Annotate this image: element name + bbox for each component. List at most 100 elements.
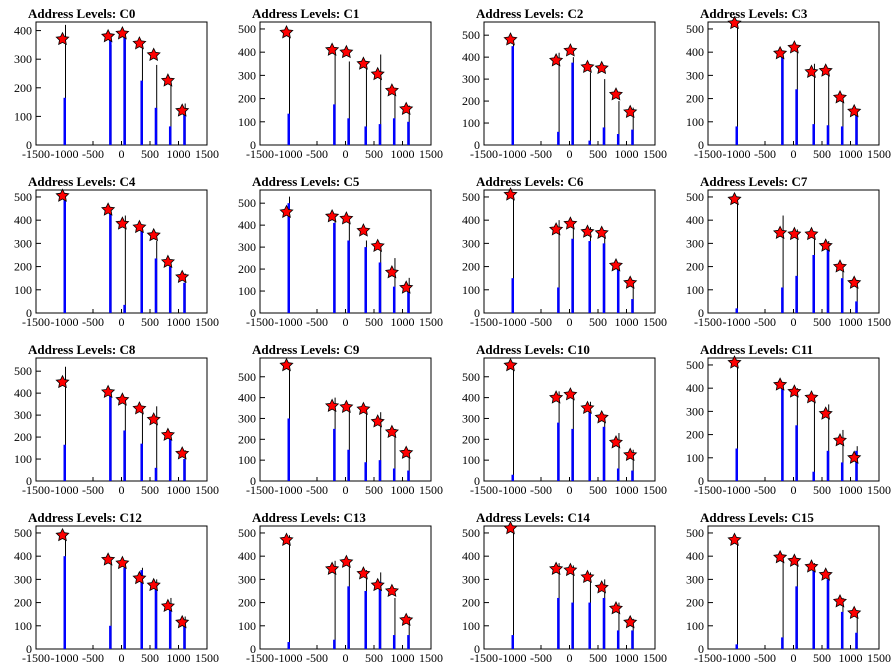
bar bbox=[364, 462, 367, 481]
x-tick-label: 1000 bbox=[391, 483, 415, 497]
x-tick-label: -1000 bbox=[51, 483, 79, 497]
x-tick-label: 500 bbox=[141, 483, 159, 497]
star-marker bbox=[503, 357, 518, 372]
y-tick-label: 400 bbox=[462, 391, 480, 405]
star-marker bbox=[594, 580, 609, 594]
bar bbox=[347, 118, 350, 145]
x-tick-label: 500 bbox=[589, 483, 607, 497]
x-tick-label: 500 bbox=[813, 651, 831, 665]
y-tick-label: 100 bbox=[462, 619, 480, 633]
bar bbox=[781, 637, 784, 649]
bar bbox=[63, 444, 66, 481]
panel-2: Address Levels: C20100200300400500-1500-… bbox=[462, 6, 667, 161]
panel-title: Address Levels: C4 bbox=[28, 174, 136, 189]
x-tick-label: 500 bbox=[141, 315, 159, 329]
x-tick-label: 1500 bbox=[867, 315, 891, 329]
y-tick-label: 500 bbox=[238, 526, 256, 540]
bar bbox=[333, 222, 336, 313]
star-marker bbox=[594, 225, 609, 239]
bar bbox=[287, 418, 290, 481]
bar bbox=[140, 570, 143, 649]
y-tick-label: 400 bbox=[462, 50, 480, 64]
y-tick-label: 100 bbox=[14, 109, 32, 123]
x-tick-label: 1500 bbox=[195, 147, 219, 161]
bar bbox=[616, 134, 620, 145]
x-tick-label: -500 bbox=[530, 483, 552, 497]
x-tick-label: 500 bbox=[365, 147, 383, 161]
x-tick-label: 1500 bbox=[419, 315, 443, 329]
star-marker bbox=[339, 399, 354, 414]
star-marker bbox=[100, 384, 116, 399]
bar bbox=[511, 46, 514, 145]
bar bbox=[287, 203, 290, 313]
bar bbox=[333, 428, 336, 481]
y-tick-label: 500 bbox=[686, 190, 704, 204]
y-tick-label: 0 bbox=[474, 138, 480, 152]
x-tick-label: 1000 bbox=[615, 651, 639, 665]
bar bbox=[109, 213, 112, 313]
star-marker bbox=[804, 64, 819, 78]
y-tick-label: 0 bbox=[250, 138, 256, 152]
x-tick-label: -1000 bbox=[275, 651, 303, 665]
y-tick-label: 400 bbox=[238, 45, 256, 59]
x-tick-label: -1500 bbox=[694, 147, 722, 161]
panel-11: Address Levels: C11 0 100 200 300 400 500 -1500… bbox=[686, 342, 891, 497]
y-tick-label: 500 bbox=[462, 28, 480, 42]
y-tick-label: 0 bbox=[474, 474, 480, 488]
y-tick-label: 100 bbox=[14, 619, 32, 633]
y-tick-label: 100 bbox=[462, 453, 480, 467]
y-tick-label: 400 bbox=[14, 24, 32, 38]
plot-frame bbox=[483, 189, 656, 314]
y-tick-label: 500 bbox=[238, 196, 256, 210]
y-tick-label: 500 bbox=[14, 190, 32, 204]
star-marker bbox=[339, 211, 354, 225]
x-tick-label: 1000 bbox=[391, 651, 415, 665]
bar bbox=[333, 104, 336, 145]
y-tick-label: 200 bbox=[238, 262, 256, 276]
x-tick-label: 1000 bbox=[615, 147, 639, 161]
star-marker bbox=[55, 188, 70, 202]
star-marker bbox=[773, 377, 788, 391]
y-tick-label: 200 bbox=[238, 596, 256, 610]
bar bbox=[588, 412, 591, 481]
star-marker bbox=[399, 612, 414, 626]
star-marker bbox=[132, 36, 147, 50]
y-tick-label: 300 bbox=[462, 411, 480, 425]
panel-title: Address Levels: C1 bbox=[252, 6, 359, 21]
bar bbox=[631, 470, 634, 481]
bar bbox=[588, 140, 591, 145]
y-tick-label: 100 bbox=[238, 115, 256, 129]
y-tick-label: 200 bbox=[686, 260, 704, 274]
star-marker bbox=[132, 219, 147, 234]
y-tick-label: 100 bbox=[238, 284, 256, 298]
star-marker bbox=[370, 414, 385, 428]
plot-frame bbox=[707, 21, 880, 146]
bar bbox=[826, 450, 830, 481]
star-marker bbox=[549, 561, 564, 575]
star-marker bbox=[503, 520, 518, 535]
bar bbox=[840, 462, 844, 481]
bar bbox=[154, 258, 158, 313]
x-tick-label: 500 bbox=[813, 147, 831, 161]
y-tick-label: 0 bbox=[250, 474, 256, 488]
star-marker bbox=[580, 59, 595, 74]
panel-title: Address Levels: C5 bbox=[252, 174, 360, 189]
x-tick-label: -1500 bbox=[246, 651, 274, 665]
bar bbox=[364, 590, 367, 649]
star-marker bbox=[804, 559, 819, 573]
star-marker bbox=[727, 532, 742, 546]
y-tick-label: 200 bbox=[686, 92, 704, 106]
bar bbox=[154, 584, 158, 649]
panel-15: Address Levels: C15 0 100 200 300 400 500 -1500… bbox=[686, 510, 891, 665]
star-marker bbox=[339, 44, 354, 59]
x-tick-label: 0 bbox=[119, 315, 125, 329]
star-marker bbox=[804, 390, 819, 404]
star-marker bbox=[279, 204, 294, 218]
x-tick-label: 1000 bbox=[839, 651, 863, 665]
x-tick-label: 1000 bbox=[615, 483, 639, 497]
y-tick-label: 300 bbox=[238, 411, 256, 425]
y-tick-label: 400 bbox=[686, 381, 704, 395]
bar bbox=[602, 597, 606, 649]
x-tick-label: 0 bbox=[119, 147, 125, 161]
